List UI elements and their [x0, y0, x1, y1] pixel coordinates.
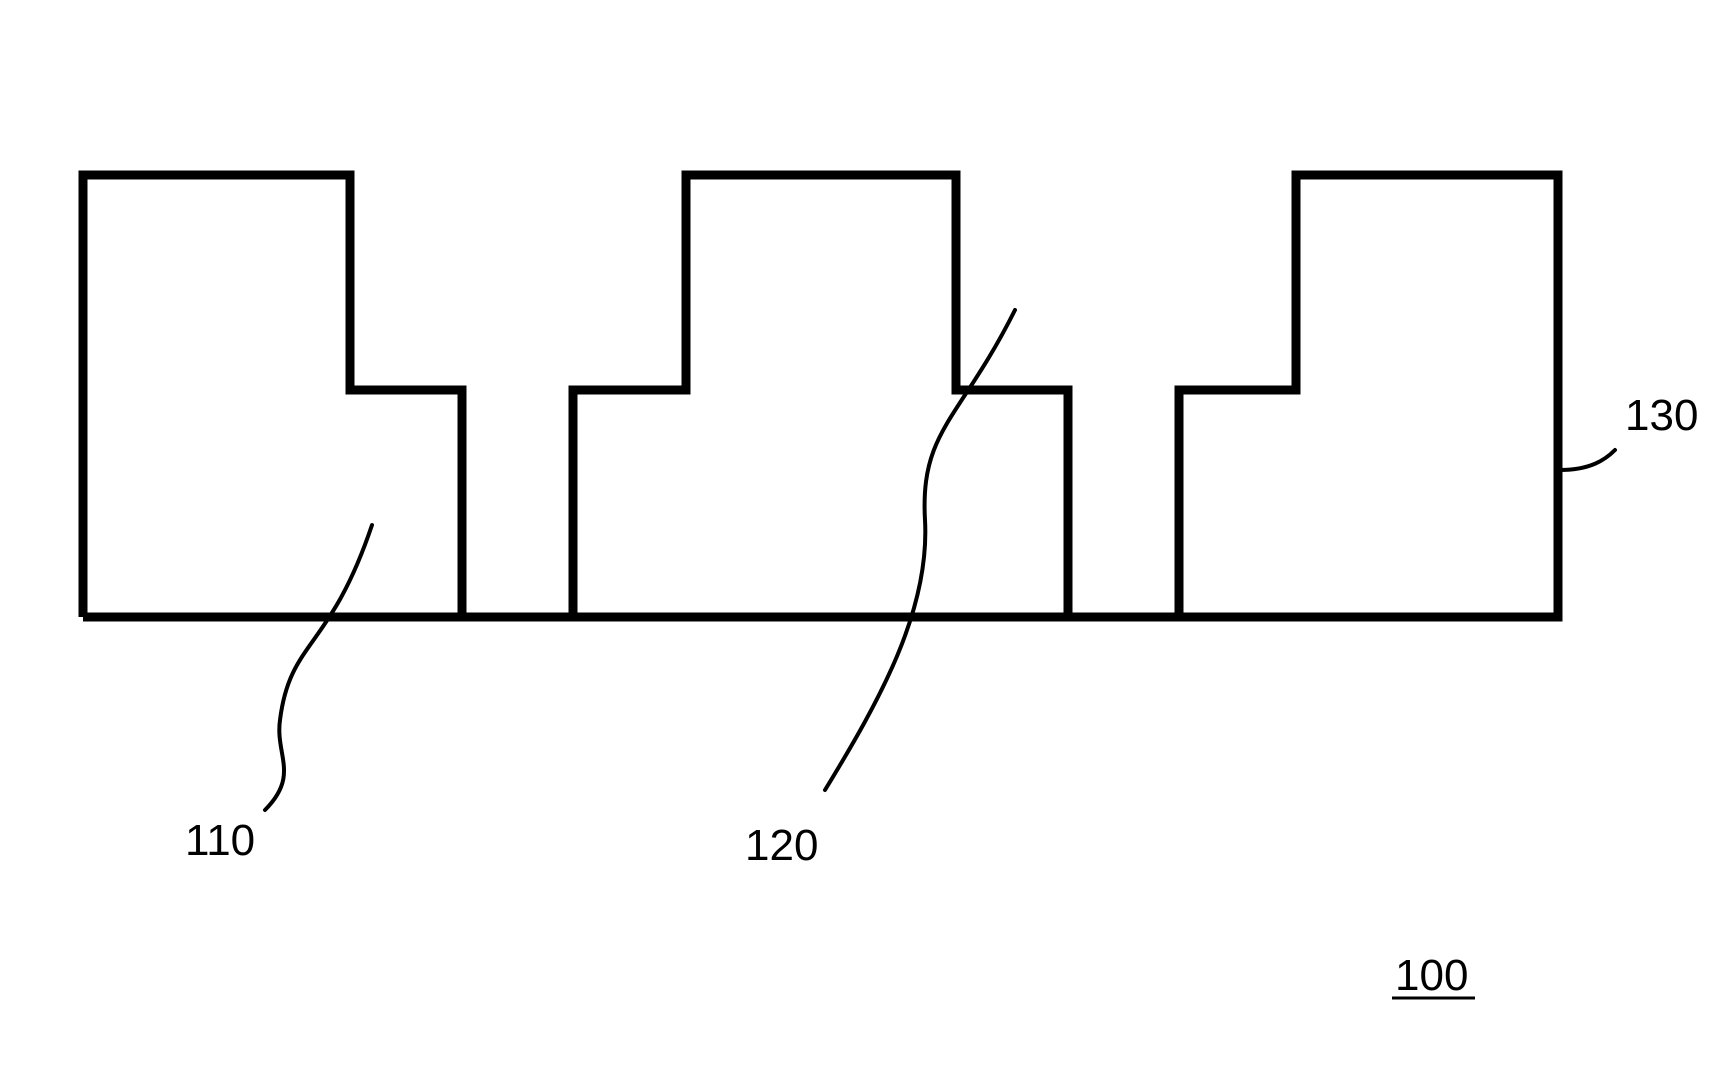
leader-120 [825, 310, 1015, 790]
label-130: 130 [1625, 391, 1698, 440]
leader-110 [265, 525, 372, 810]
label-120: 120 [745, 821, 818, 870]
cross-section-profile [83, 175, 1558, 617]
leader-130 [1560, 450, 1615, 470]
label-110: 110 [185, 816, 255, 865]
figure-number: 100 [1395, 951, 1468, 1000]
